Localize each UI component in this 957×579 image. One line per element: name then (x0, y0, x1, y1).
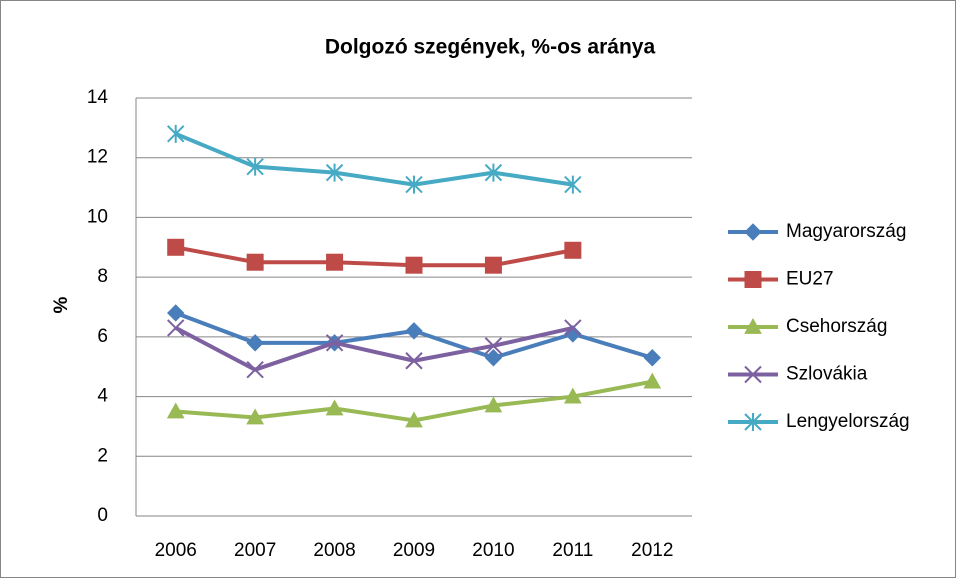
data-point (405, 175, 423, 194)
data-point (564, 387, 582, 404)
legend-marker (744, 413, 762, 431)
data-point (564, 319, 582, 337)
x-tick-label: 2011 (552, 540, 593, 561)
data-point (405, 411, 423, 428)
data-point (643, 372, 662, 389)
x-tick-label: 2007 (234, 540, 276, 561)
y-tick-label: 8 (97, 266, 108, 287)
data-point (167, 319, 185, 337)
y-tick-label: 6 (97, 326, 108, 347)
data-point (167, 124, 185, 143)
y-tick-label: 4 (97, 386, 108, 407)
y-tick-label: 12 (87, 147, 108, 168)
data-point (643, 349, 661, 367)
x-tick-label: 2006 (155, 540, 197, 561)
x-tick-label: 2009 (393, 540, 435, 561)
data-point (484, 349, 503, 367)
data-point (325, 163, 344, 182)
data-point (325, 334, 344, 352)
series-line (175, 245, 574, 268)
data-point (564, 241, 582, 259)
data-point (246, 334, 264, 352)
legend-marker (744, 223, 762, 241)
data-point (246, 408, 264, 425)
legend-marker (744, 317, 762, 334)
data-point (484, 396, 503, 413)
data-point (166, 402, 185, 419)
legend-label: Csehország (786, 316, 887, 337)
series-line (174, 325, 574, 372)
series-line (174, 131, 574, 187)
legend-marker (744, 365, 762, 384)
data-point (405, 352, 423, 370)
data-point (405, 256, 423, 274)
legend-label: EU27 (786, 269, 834, 290)
data-point (167, 238, 185, 256)
data-point (246, 157, 264, 176)
y-tick-label: 14 (87, 87, 109, 108)
data-point (484, 163, 503, 182)
x-tick-label: 2008 (313, 540, 355, 561)
legend-label: Magyarország (786, 221, 906, 242)
legend-label: Szlovákia (786, 364, 868, 385)
data-point (484, 337, 503, 355)
chart-title: Dolgozó szegények, %-os aránya (325, 36, 656, 59)
y-tick-label: 2 (97, 445, 108, 466)
x-tick-label: 2010 (472, 540, 514, 561)
legend-label: Lengyelország (786, 411, 910, 432)
data-point (246, 253, 264, 271)
y-tick-label: 0 (97, 505, 108, 526)
data-point (484, 256, 502, 274)
data-point (326, 253, 344, 271)
legend-marker (744, 271, 762, 288)
data-point (167, 304, 185, 322)
y-axis-label: % (51, 296, 72, 313)
data-point (325, 399, 344, 416)
x-tick-label: 2012 (631, 540, 673, 561)
data-point (246, 360, 264, 379)
y-tick-label: 10 (87, 206, 108, 227)
data-point (564, 175, 582, 194)
data-point (405, 322, 423, 340)
